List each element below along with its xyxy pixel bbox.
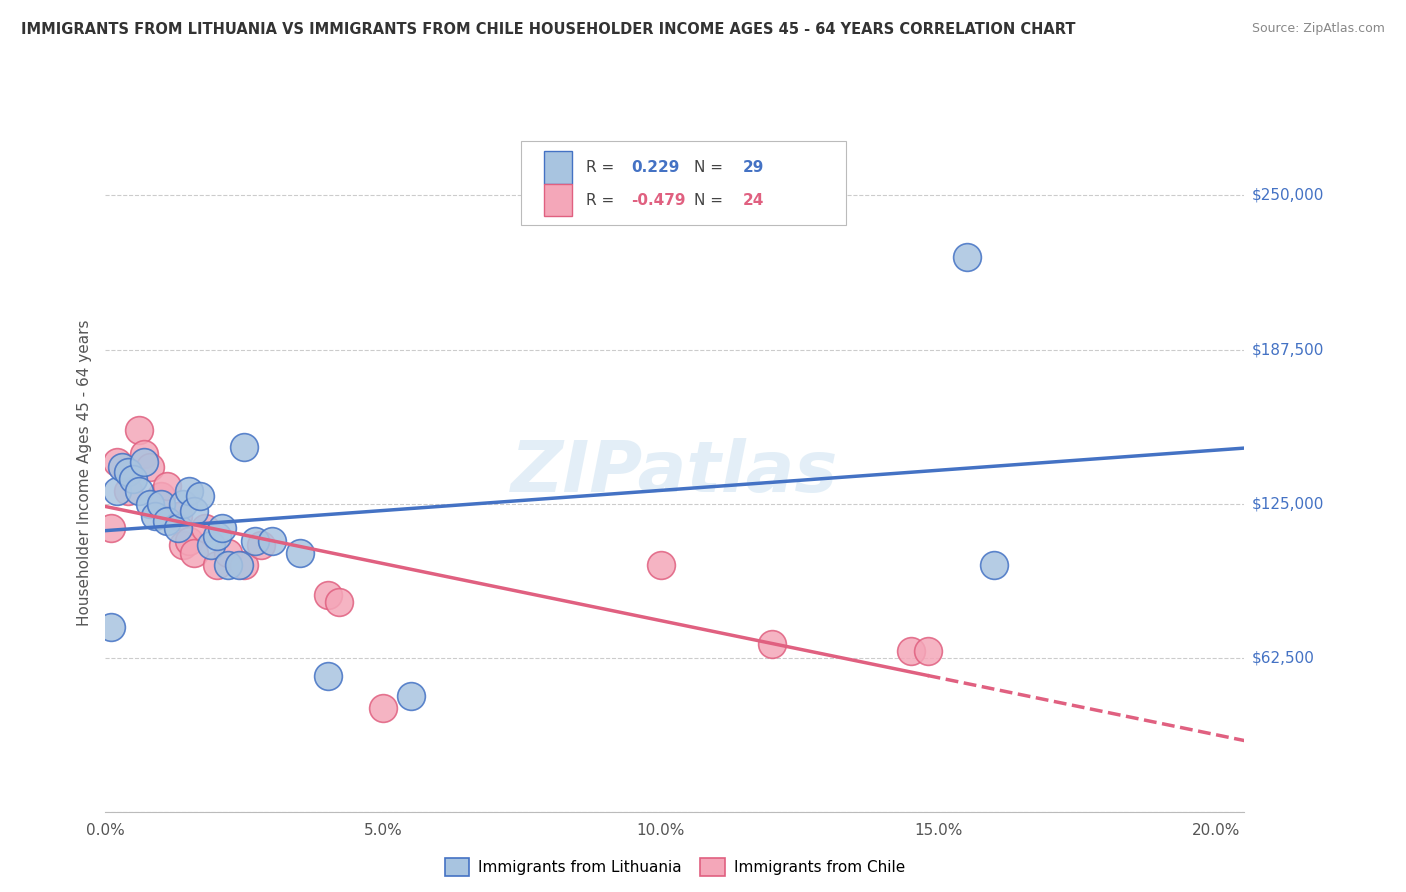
Text: -0.479: -0.479 [631,193,686,208]
Point [105,455,128,469]
Y-axis label: Householder Income Ages 45 - 64 years: Householder Income Ages 45 - 64 years [76,319,91,626]
Point [245,533,267,548]
Point [373,701,395,715]
Point [316,588,339,602]
Point [177,533,200,548]
Text: $250,000: $250,000 [1251,188,1323,202]
Legend: Immigrants from Lithuania, Immigrants from Chile: Immigrants from Lithuania, Immigrants fr… [439,852,911,882]
Point [211,521,233,535]
FancyBboxPatch shape [544,151,572,184]
Point [150,489,173,503]
Text: $187,500: $187,500 [1251,342,1323,357]
Text: $125,000: $125,000 [1251,496,1323,511]
Point [128,423,150,437]
Point [399,689,422,703]
Point [205,528,228,542]
Point [111,459,134,474]
Point [150,497,173,511]
Point [155,479,177,493]
Point [288,546,311,560]
Point [183,504,205,518]
Point [917,644,939,658]
Text: IMMIGRANTS FROM LITHUANIA VS IMMIGRANTS FROM CHILE HOUSEHOLDER INCOME AGES 45 - : IMMIGRANTS FROM LITHUANIA VS IMMIGRANTS … [21,22,1076,37]
Point [262,533,284,548]
Point [983,558,1005,573]
Point [200,539,222,553]
FancyBboxPatch shape [544,184,572,217]
Point [194,521,217,535]
Point [233,558,256,573]
Point [650,558,672,573]
Point [122,472,145,486]
Point [166,521,188,535]
Point [233,440,256,454]
Point [217,558,239,573]
Point [139,459,162,474]
Point [217,546,239,560]
Point [316,669,339,683]
Text: R =: R = [586,193,619,208]
FancyBboxPatch shape [522,141,846,226]
Text: N =: N = [695,193,728,208]
Point [183,546,205,560]
Point [250,539,273,553]
Point [134,455,156,469]
Point [328,595,350,609]
Point [100,620,122,634]
Text: 29: 29 [744,160,765,175]
Text: Source: ZipAtlas.com: Source: ZipAtlas.com [1251,22,1385,36]
Point [761,637,783,651]
Point [955,250,977,264]
Text: R =: R = [586,160,619,175]
Point [100,521,122,535]
Text: ZIPatlas: ZIPatlas [512,438,838,508]
Point [900,644,922,658]
Text: 0.229: 0.229 [631,160,681,175]
Point [117,465,139,479]
Text: 24: 24 [744,193,765,208]
Point [166,508,188,523]
Point [134,447,156,461]
Point [172,497,194,511]
Point [145,508,167,523]
Text: N =: N = [695,160,728,175]
Point [105,484,128,499]
Point [228,558,250,573]
Point [117,484,139,499]
Point [155,514,177,528]
Point [205,558,228,573]
Text: $62,500: $62,500 [1251,650,1315,665]
Point [172,539,194,553]
Point [128,484,150,499]
Point [188,489,211,503]
Point [177,484,200,499]
Point [139,497,162,511]
